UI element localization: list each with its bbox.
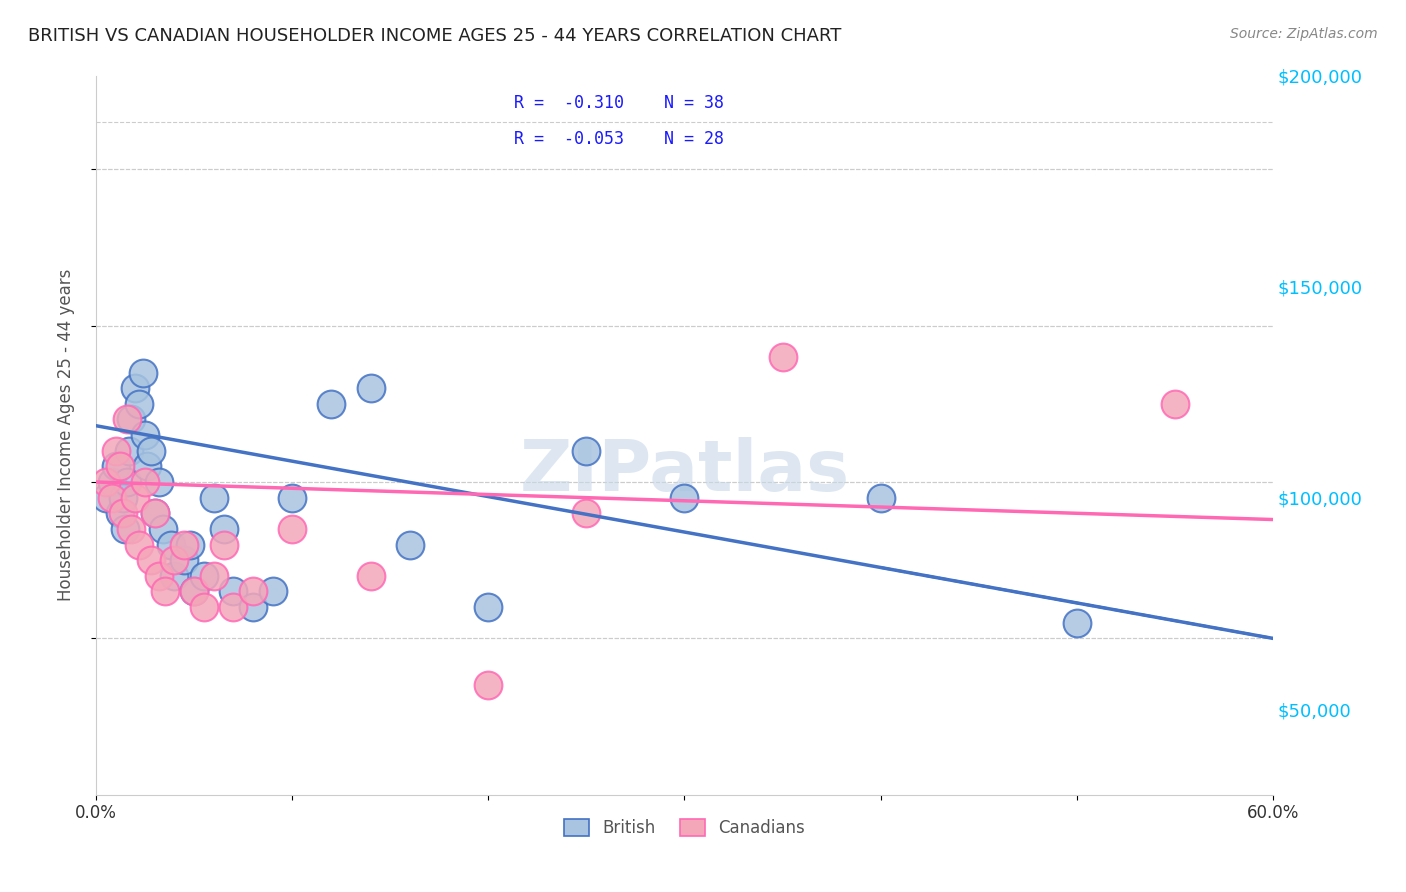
Point bbox=[398, 537, 420, 551]
Point bbox=[360, 569, 382, 583]
Point bbox=[128, 397, 150, 411]
Point bbox=[104, 459, 127, 474]
Legend: British, Canadians: British, Canadians bbox=[557, 813, 811, 844]
Point bbox=[212, 522, 235, 536]
Point bbox=[117, 475, 139, 489]
Point bbox=[163, 553, 186, 567]
Point bbox=[100, 491, 122, 505]
Point bbox=[143, 506, 166, 520]
Point bbox=[148, 569, 170, 583]
Text: BRITISH VS CANADIAN HOUSEHOLDER INCOME AGES 25 - 44 YEARS CORRELATION CHART: BRITISH VS CANADIAN HOUSEHOLDER INCOME A… bbox=[28, 27, 842, 45]
Point bbox=[1066, 615, 1088, 630]
Point bbox=[94, 491, 117, 505]
Point bbox=[202, 569, 225, 583]
Point bbox=[222, 584, 245, 599]
Point bbox=[262, 584, 284, 599]
Point bbox=[134, 428, 156, 442]
Text: ZIPatlas: ZIPatlas bbox=[519, 436, 849, 506]
Point bbox=[94, 475, 117, 489]
Point bbox=[112, 506, 135, 520]
Point bbox=[477, 678, 499, 692]
Point bbox=[1164, 397, 1187, 411]
Point bbox=[173, 553, 195, 567]
Point bbox=[183, 584, 205, 599]
Point bbox=[281, 491, 304, 505]
Point bbox=[153, 584, 176, 599]
Point bbox=[183, 584, 205, 599]
Text: R =  -0.310    N = 38: R = -0.310 N = 38 bbox=[513, 94, 724, 112]
Point bbox=[139, 443, 162, 458]
Point bbox=[477, 600, 499, 615]
Point bbox=[108, 459, 131, 474]
Point bbox=[118, 443, 141, 458]
Point bbox=[202, 491, 225, 505]
Point bbox=[772, 350, 794, 364]
Point bbox=[128, 537, 150, 551]
Point bbox=[108, 506, 131, 520]
Point bbox=[124, 381, 146, 395]
Point bbox=[281, 522, 304, 536]
Point bbox=[112, 491, 135, 505]
Point bbox=[152, 522, 174, 536]
Point bbox=[159, 537, 181, 551]
Point bbox=[104, 443, 127, 458]
Point bbox=[117, 412, 139, 426]
Text: Source: ZipAtlas.com: Source: ZipAtlas.com bbox=[1230, 27, 1378, 41]
Point bbox=[132, 366, 155, 380]
Point bbox=[139, 553, 162, 567]
Point bbox=[136, 459, 159, 474]
Point bbox=[222, 600, 245, 615]
Point bbox=[148, 475, 170, 489]
Point bbox=[124, 491, 146, 505]
Point bbox=[575, 506, 598, 520]
Point bbox=[242, 584, 264, 599]
Text: R =  -0.053    N = 28: R = -0.053 N = 28 bbox=[513, 130, 724, 148]
Point bbox=[193, 569, 215, 583]
Point bbox=[120, 412, 142, 426]
Point bbox=[212, 537, 235, 551]
Point bbox=[179, 537, 201, 551]
Point bbox=[321, 397, 343, 411]
Point bbox=[143, 506, 166, 520]
Point bbox=[193, 600, 215, 615]
Point bbox=[100, 475, 122, 489]
Point bbox=[869, 491, 891, 505]
Y-axis label: Householder Income Ages 25 - 44 years: Householder Income Ages 25 - 44 years bbox=[58, 268, 75, 601]
Point bbox=[575, 443, 598, 458]
Point bbox=[120, 522, 142, 536]
Point bbox=[242, 600, 264, 615]
Point bbox=[173, 537, 195, 551]
Point bbox=[163, 569, 186, 583]
Point bbox=[360, 381, 382, 395]
Point bbox=[114, 522, 136, 536]
Point bbox=[673, 491, 696, 505]
Point bbox=[134, 475, 156, 489]
